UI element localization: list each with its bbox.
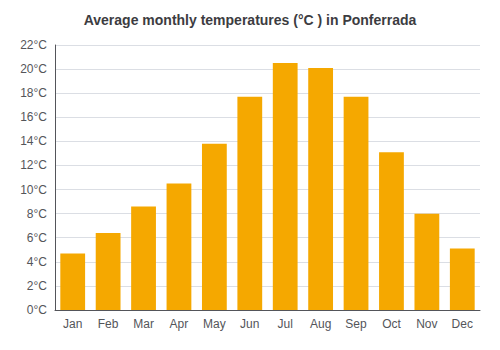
- svg-text:Mar: Mar: [133, 317, 154, 331]
- svg-text:May: May: [203, 317, 226, 331]
- svg-text:4°C: 4°C: [27, 255, 47, 269]
- svg-text:Oct: Oct: [382, 317, 401, 331]
- svg-text:Sep: Sep: [345, 317, 367, 331]
- svg-text:20°C: 20°C: [20, 62, 47, 76]
- svg-text:Aug: Aug: [310, 317, 331, 331]
- svg-text:Average monthly temperatures (: Average monthly temperatures (°C ) in Po…: [84, 12, 417, 28]
- svg-text:Jul: Jul: [278, 317, 293, 331]
- svg-text:16°C: 16°C: [20, 110, 47, 124]
- svg-text:Feb: Feb: [98, 317, 119, 331]
- svg-text:2°C: 2°C: [27, 279, 47, 293]
- svg-text:22°C: 22°C: [20, 38, 47, 52]
- svg-text:Apr: Apr: [170, 317, 189, 331]
- svg-text:0°C: 0°C: [27, 303, 47, 317]
- svg-text:10°C: 10°C: [20, 183, 47, 197]
- svg-text:14°C: 14°C: [20, 134, 47, 148]
- svg-text:Jun: Jun: [240, 317, 259, 331]
- svg-text:Jan: Jan: [63, 317, 82, 331]
- svg-text:12°C: 12°C: [20, 158, 47, 172]
- svg-text:Nov: Nov: [416, 317, 437, 331]
- svg-text:6°C: 6°C: [27, 231, 47, 245]
- svg-text:8°C: 8°C: [27, 207, 47, 221]
- svg-text:Dec: Dec: [452, 317, 473, 331]
- svg-text:18°C: 18°C: [20, 86, 47, 100]
